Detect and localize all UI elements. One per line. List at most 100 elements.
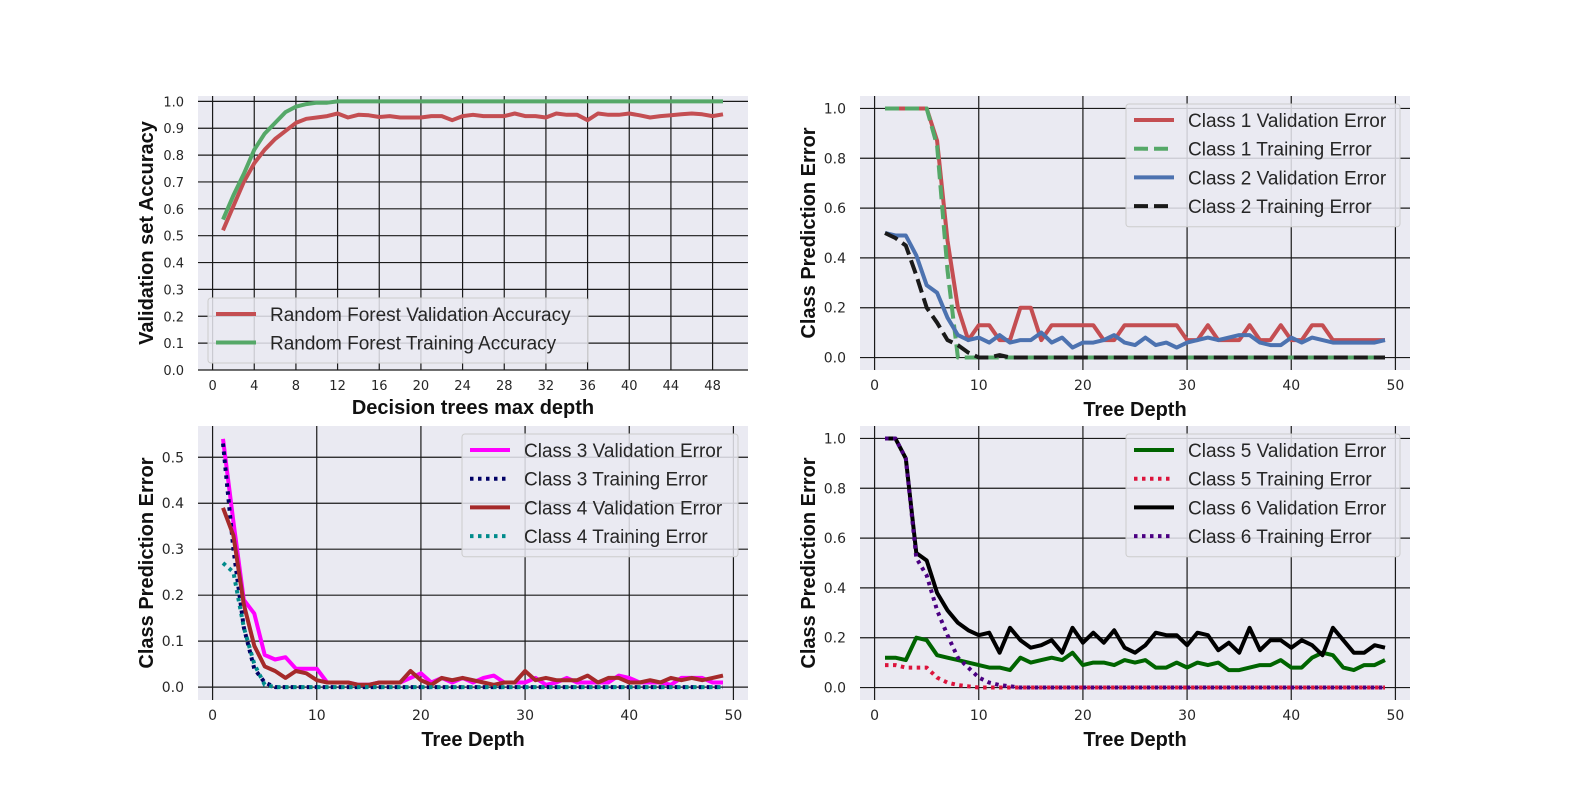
series-line-4 [885, 436, 1385, 690]
y-tick-label: 0.0 [162, 680, 184, 696]
y-tick-label: 0.3 [163, 283, 184, 298]
x-tick-label: 50 [1387, 378, 1405, 394]
series-line-4 [221, 561, 723, 690]
x-tick-label: 12 [329, 379, 346, 394]
x-tick-label: 20 [1074, 708, 1092, 724]
y-axis-label: Class Prediction Error [798, 457, 820, 668]
series-line-2 [221, 99, 723, 221]
y-tick-label: 0.4 [162, 496, 184, 512]
x-tick-label: 10 [308, 708, 326, 724]
legend-label: Class 2 Training Error [1188, 197, 1372, 218]
legend: Class 1 Validation Error Class 1 Training… [1125, 103, 1401, 228]
x-tick-label: 0 [208, 379, 216, 394]
legend-label: Class 1 Training Error [1188, 140, 1372, 161]
legend: Class 5 Validation Error Class 5 Training… [1125, 433, 1401, 558]
y-tick-label: 0.1 [163, 337, 184, 352]
legend-label: Class 5 Training Error [1188, 470, 1372, 491]
legend-frame [1125, 433, 1401, 558]
chart-panel-3: 0 10 20 30 40 50 0.0 0.1 0.2 0.3 0.4 0.5 Tree Depth C… [136, 426, 748, 751]
y-tick-label: 0.8 [824, 151, 846, 167]
y-tick-label: 0.2 [163, 310, 184, 325]
y-tick-label: 0.0 [163, 364, 184, 379]
series-line-1 [221, 111, 724, 232]
x-tick-label: 20 [1074, 378, 1092, 394]
y-tick-label: 0.3 [162, 542, 184, 558]
legend-label: Class 6 Validation Error [1188, 498, 1387, 519]
x-axis-label: Tree Depth [1083, 729, 1186, 751]
x-axis-label: Tree Depth [421, 729, 524, 751]
x-tick-label: 8 [292, 379, 300, 394]
y-tick-label: 0.2 [162, 588, 184, 604]
chart-panel-4: 0 10 20 30 40 50 0.0 0.2 0.4 0.6 0.8 1.0 Tree Depth C… [798, 426, 1410, 751]
legend-label: Class 3 Training Error [524, 470, 708, 491]
y-tick-label: 0.5 [162, 450, 184, 466]
y-tick-label: 1.0 [824, 101, 846, 117]
y-tick-label: 1.0 [163, 95, 184, 110]
y-axis-label: Class Prediction Error [136, 457, 158, 668]
legend: Class 3 Validation Error Class 3 Training… [461, 433, 739, 558]
x-tick-label: 0 [870, 378, 879, 394]
x-tick-label: 20 [413, 379, 430, 394]
legend-label: Class 1 Validation Error [1188, 111, 1387, 132]
y-tick-label: 0.8 [824, 481, 846, 497]
legend-label: Class 3 Validation Error [524, 441, 723, 462]
series-line-3 [884, 231, 1386, 350]
chart-panel-2: 0 10 20 30 40 50 0.0 0.2 0.4 0.6 0.8 1.0 Tree Depth C… [798, 96, 1410, 421]
legend-label: Random Forest Validation Accuracy [270, 305, 571, 326]
x-tick-label: 32 [538, 379, 555, 394]
x-tick-label: 50 [1387, 708, 1405, 724]
legend-frame [207, 297, 589, 364]
x-axis-label: Tree Depth [1083, 399, 1186, 421]
x-tick-label: 30 [1178, 708, 1196, 724]
x-tick-label: 30 [1178, 378, 1196, 394]
x-tick-label: 28 [496, 379, 513, 394]
legend-label: Class 5 Validation Error [1188, 441, 1387, 462]
chart-panel-1: 0 4 8 12 16 20 24 28 32 36 40 44 480.00.10.20.30.40.… [136, 95, 748, 419]
y-tick-label: 0.1 [162, 634, 184, 650]
x-tick-label: 30 [516, 708, 534, 724]
x-axis-label: Decision trees max depth [352, 397, 594, 419]
y-axis-label: Validation set Accuracy [136, 120, 158, 345]
y-tick-label: 0.2 [824, 631, 846, 647]
x-tick-label: 40 [1282, 708, 1300, 724]
y-tick-label: 0.0 [824, 351, 846, 367]
legend-frame [461, 433, 739, 558]
legend-label: Class 4 Validation Error [524, 498, 723, 519]
legend: Random Forest Validation Accuracy Random … [207, 297, 589, 364]
y-tick-label: 0.7 [163, 176, 184, 191]
series-line-1 [885, 635, 1386, 673]
x-tick-label: 40 [620, 708, 638, 724]
y-tick-label: 0.6 [163, 203, 184, 218]
x-tick-label: 24 [454, 379, 471, 394]
legend-label: Class 2 Validation Error [1188, 168, 1387, 189]
x-tick-label: 36 [579, 379, 596, 394]
x-tick-label: 40 [621, 379, 638, 394]
x-tick-label: 50 [725, 708, 743, 724]
y-tick-label: 1.0 [824, 431, 846, 447]
legend-frame [1125, 103, 1401, 228]
y-tick-label: 0.8 [163, 149, 184, 164]
legend-label: Class 4 Training Error [524, 527, 708, 548]
x-tick-label: 44 [663, 379, 680, 394]
y-axis-label: Class Prediction Error [798, 127, 820, 338]
y-tick-label: 0.2 [824, 301, 846, 317]
x-tick-label: 16 [371, 379, 388, 394]
x-tick-label: 48 [704, 379, 721, 394]
x-tick-label: 10 [970, 708, 988, 724]
x-tick-label: 0 [870, 708, 879, 724]
x-tick-label: 4 [250, 379, 258, 394]
y-tick-label: 0.4 [824, 251, 846, 267]
y-tick-label: 0.4 [824, 581, 846, 597]
series-line-2 [885, 663, 1385, 690]
y-tick-label: 0.9 [163, 122, 184, 137]
y-tick-label: 0.5 [163, 230, 184, 245]
x-tick-label: 10 [970, 378, 988, 394]
series-line-3 [221, 507, 724, 687]
y-tick-label: 0.0 [824, 681, 846, 697]
x-tick-label: 20 [412, 708, 430, 724]
y-tick-label: 0.4 [163, 257, 184, 272]
x-tick-label: 40 [1282, 378, 1300, 394]
legend-label: Class 6 Training Error [1188, 527, 1372, 548]
series-line-4 [884, 231, 1385, 360]
